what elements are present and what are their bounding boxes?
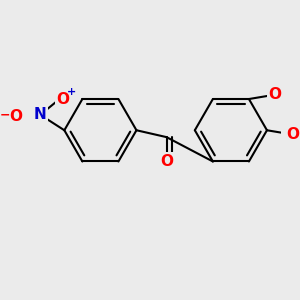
Text: O: O — [268, 87, 281, 102]
Text: N: N — [34, 107, 47, 122]
Text: O: O — [160, 154, 173, 169]
Text: O: O — [286, 127, 299, 142]
Text: −: − — [0, 108, 11, 121]
Text: O: O — [9, 109, 22, 124]
Text: +: + — [67, 88, 76, 98]
Text: O: O — [56, 92, 69, 107]
